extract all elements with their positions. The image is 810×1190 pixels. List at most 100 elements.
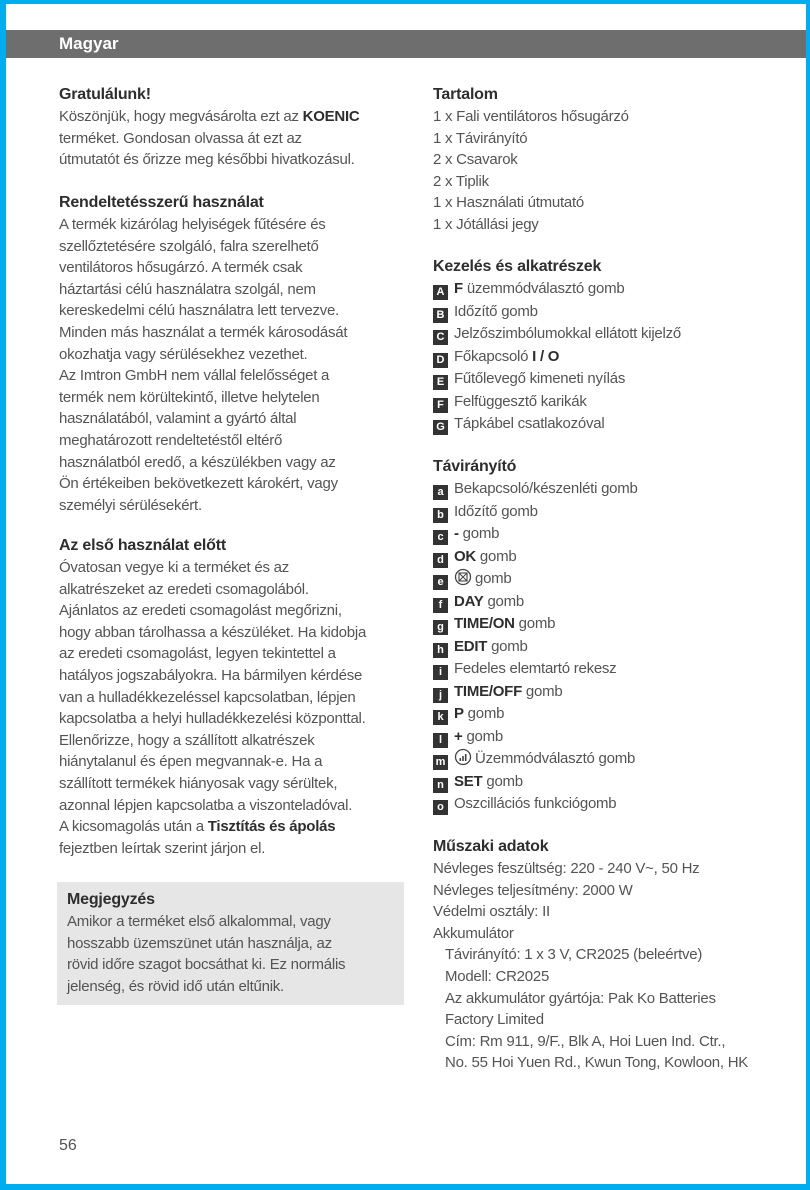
item-badge: a	[433, 485, 448, 500]
text: Jelzőszimbólumokkal ellátott kijelző	[454, 325, 681, 342]
bold-text: TIME/OFF	[454, 682, 522, 700]
text: 1 x Használati útmutató	[433, 194, 584, 212]
text: 1 x Jótállási jegy	[433, 215, 539, 233]
item-badge: m	[433, 755, 448, 770]
text: okozhatja vagy sérülésekhez vezethet.	[59, 345, 308, 363]
section-heading: Az első használat előtt	[59, 537, 226, 554]
list-item: f DAY gomb	[433, 591, 638, 614]
text: fejeztben leírtak szerint járjon el.	[59, 839, 266, 857]
text: hatályos jogszabályokra. Ha bármilyen ké…	[59, 666, 363, 684]
text: háztartási célú használatra szolgál, nem	[59, 280, 316, 298]
text: 1 x Távirányító	[433, 129, 528, 147]
text: gomb	[522, 682, 563, 700]
text-line: kapcsolatba a helyi hulladékkezelési köz…	[59, 708, 366, 730]
list-item: c- gomb	[433, 523, 638, 546]
text-line: Védelmi osztály: II	[433, 901, 748, 923]
item-badge: d	[433, 552, 448, 568]
list-item: h EDIT gomb	[433, 636, 638, 659]
item-badge: C	[433, 330, 448, 345]
text-line: Ellenőrizze, hogy a szállított alkatrész…	[59, 730, 366, 752]
text: hiánytalanul és épen megvannak-e. Ha a	[59, 753, 323, 771]
text: No. 55 Hoi Yuen Rd., Kwun Tong, Kowloon,…	[445, 1054, 749, 1072]
list-item: g TIME/ON gomb	[433, 613, 638, 636]
text-line: Névleges feszültség: 220 - 240 V~, 50 Hz	[433, 858, 748, 880]
text-line: használatából, valamint a gyártó által	[59, 408, 347, 430]
text-line: alkatrészeket az eredeti csomagolából.	[59, 579, 366, 601]
text: hogy abban tárolhassa a készüléket. Ha k…	[59, 623, 367, 641]
item-badge: b	[433, 507, 448, 523]
text: terméket. Gondosan olvassa át ezt az	[59, 129, 302, 147]
list-item: j TIME/OFF gomb	[433, 681, 638, 704]
text: Akkumulátor	[433, 924, 514, 942]
text: A termék kizárólag helyiségek fűtésére é…	[59, 216, 326, 233]
text-line: Ön értékeiben bekövetkezett károkért, va…	[59, 473, 347, 495]
text: Ön értékeiben bekövetkezett károkért, va…	[59, 475, 338, 493]
text-line: 1 x Használati útmutató	[433, 192, 629, 214]
text: Üzemmódválasztó gomb	[475, 750, 636, 767]
text-line: hogy abban tárolhassa a készüléket. Ha k…	[59, 622, 366, 644]
item-badge: E	[433, 375, 448, 390]
list-item: b Időzítő gomb	[433, 501, 638, 524]
list-item: n SET gomb	[433, 771, 638, 794]
text-line: Névleges teljesítmény: 2000 W	[433, 880, 748, 902]
section-heading: Rendeltetésszerű használat	[59, 194, 264, 211]
text-line: Az Imtron GmbH nem vállal felelősséget a	[59, 365, 347, 387]
bold-text: EDIT	[454, 637, 488, 655]
text: Fedeles elemtartó rekesz	[454, 660, 617, 677]
text-line: kereskedelmi célú használatra lett terve…	[59, 300, 347, 322]
section: Megjegyzés Amikor a terméket első alkalom…	[67, 889, 346, 997]
text: útmutatót és őrizze meg későbbi hivatkoz…	[59, 151, 355, 169]
text: szellőztetésére szolgáló, falra szerelhe…	[59, 237, 319, 255]
item-badge: n	[433, 777, 448, 793]
text-line: útmutatót és őrizze meg későbbi hivatkoz…	[59, 149, 359, 171]
text: az eredeti csomagolást, legyen tekintett…	[59, 645, 336, 663]
list-item: G Tápkábel csatlakozóval	[433, 413, 681, 436]
text: Modell: CR2025	[445, 967, 550, 985]
section: Távirányító a Bekapcsoló/készenléti gomb b I…	[433, 456, 638, 816]
text: Névleges teljesítmény: 2000 W	[433, 881, 633, 899]
text: gomb	[475, 570, 512, 587]
item-badge: l	[433, 732, 448, 748]
list-item: a Bekapcsoló/készenléti gomb	[433, 478, 638, 501]
text: rövid időre szagot bocsáthat ki. Ez norm…	[67, 956, 346, 974]
text: Távirányító: 1 x 3 V, CR2025 (beleértve)	[445, 946, 703, 964]
text-line: fejeztben leírtak szerint járjon el.	[59, 838, 366, 860]
text: Amikor a terméket első alkalommal, vagy	[67, 913, 331, 930]
section: Az első használat előtt Óvatosan vegye ki…	[59, 535, 366, 859]
list-item: d OK gomb	[433, 546, 638, 569]
text: meghatározott rendeltetéstől eltérő	[59, 431, 283, 449]
text: A kicsomagolás után a	[59, 818, 208, 836]
text-line: hosszabb üzemszünet után használja, az	[67, 933, 345, 955]
text-line: Óvatosan vegye ki a terméket és az	[59, 557, 366, 579]
text: gomb	[463, 705, 505, 722]
item-badge: j	[433, 687, 448, 703]
text-line: azonnal lépjen kapcsolatba a viszontelad…	[59, 795, 366, 817]
text: gomb	[514, 615, 556, 632]
text: azonnal lépjen kapcsolatba a viszontelad…	[59, 796, 353, 814]
item-badge: o	[433, 800, 448, 815]
text: 1 x Fali ventilátoros hősugárzó	[433, 108, 629, 125]
text: Ellenőrizze, hogy a szállított alkatrész…	[59, 731, 315, 749]
section-heading: Kezelés és alkatrészek	[433, 258, 602, 275]
page-number: 56	[59, 1137, 77, 1154]
list-item: e gomb	[433, 568, 638, 591]
text-line: 1 x Jótállási jegy	[433, 214, 629, 236]
text: van a hulladékkezeléssel kapcsolatban, l…	[59, 688, 356, 706]
section-heading: Megjegyzés	[67, 891, 155, 908]
text: Fűtőlevegő kimeneti nyílás	[454, 370, 626, 387]
text: kapcsolatba a helyi hulladékkezelési köz…	[59, 710, 366, 728]
text-line: rövid időre szagot bocsáthat ki. Ez norm…	[67, 954, 346, 976]
text: Az Imtron GmbH nem vállal felelősséget a	[59, 367, 330, 385]
section-heading: Távirányító	[433, 458, 517, 475]
power-level-icon	[454, 748, 472, 774]
bold-text: TIME/ON	[454, 615, 515, 632]
list-item: B Időzítő gomb	[433, 301, 681, 324]
text: kereskedelmi célú használatra lett terve…	[59, 302, 339, 320]
text: Időzítő gomb	[454, 502, 538, 520]
text-line: szállított termékek hiányosak vagy sérül…	[59, 773, 366, 795]
text: alkatrészeket az eredeti csomagolából.	[59, 580, 309, 598]
text: hosszabb üzemszünet után használja, az	[67, 934, 332, 952]
bold-text: OK	[454, 547, 476, 565]
bold-text: F	[454, 280, 463, 297]
list-item: E Fűtőlevegő kimeneti nyílás	[433, 368, 681, 391]
